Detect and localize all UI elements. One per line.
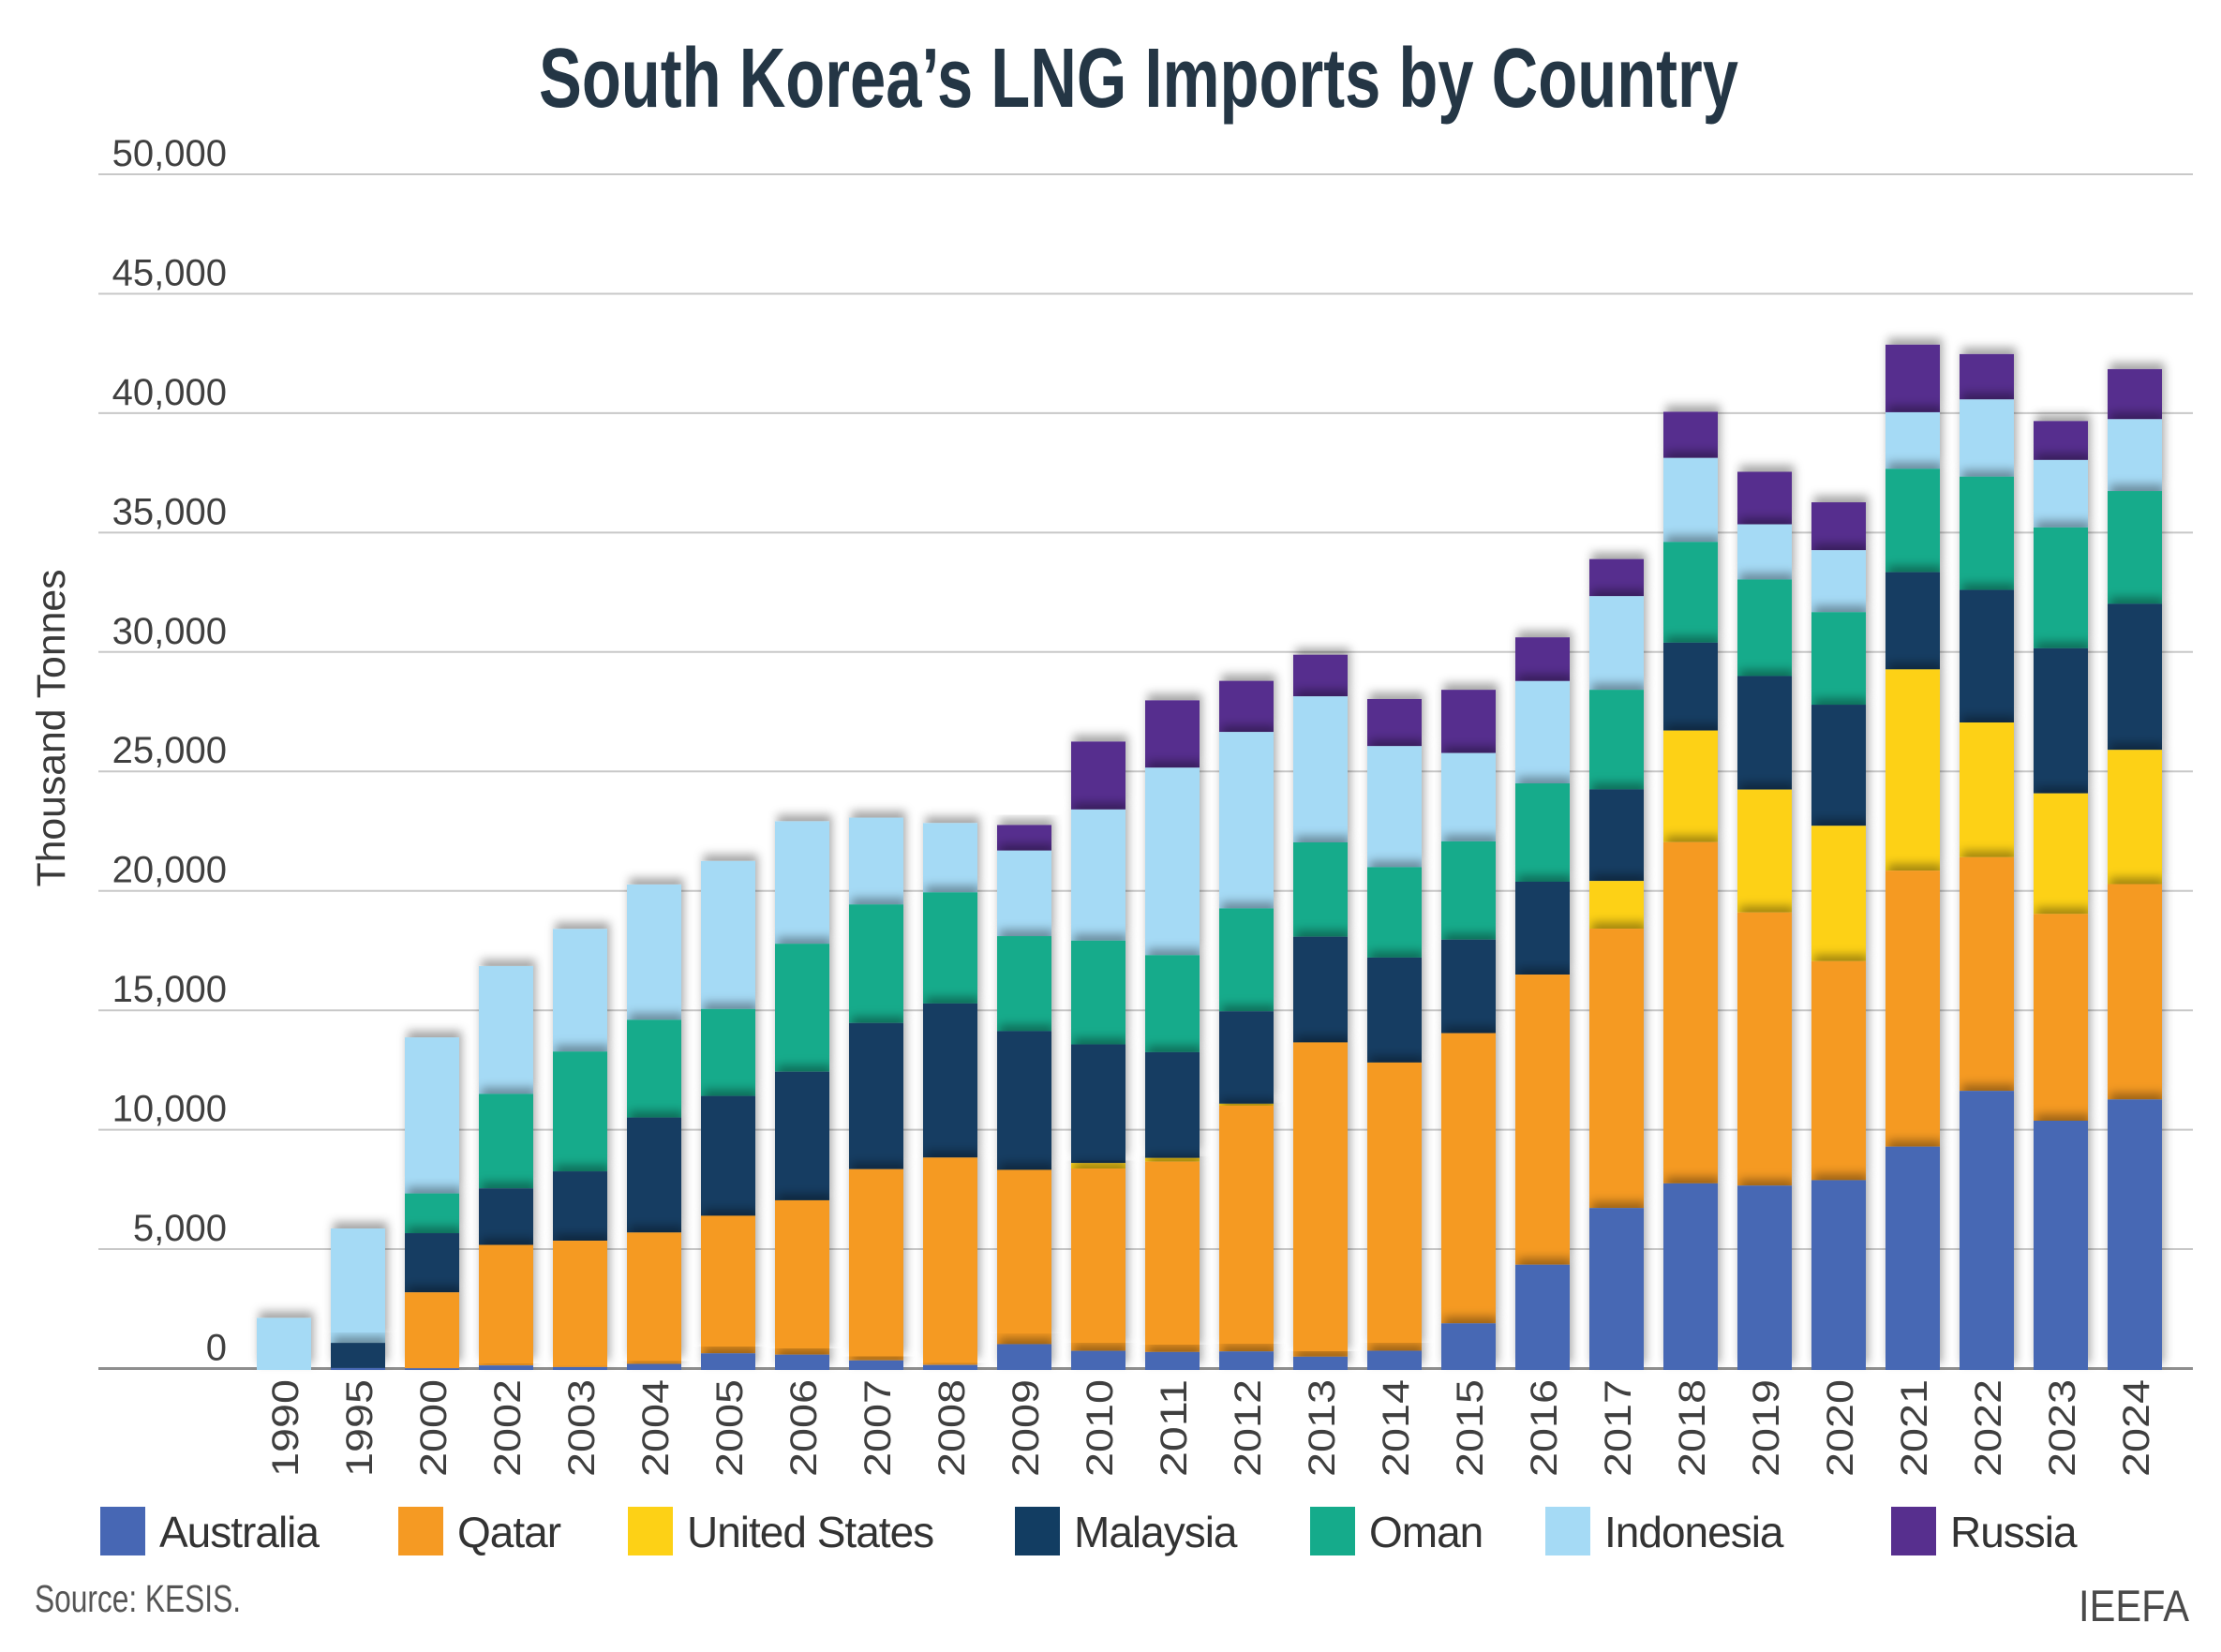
svg-text:Indonesia: Indonesia xyxy=(1604,1508,1784,1556)
svg-text:2015: 2015 xyxy=(1450,1379,1491,1477)
svg-text:2012: 2012 xyxy=(1228,1379,1269,1477)
svg-text:2009: 2009 xyxy=(1006,1379,1047,1477)
svg-text:Malaysia: Malaysia xyxy=(1074,1508,1238,1556)
svg-text:2021: 2021 xyxy=(1894,1379,1935,1477)
svg-text:1995: 1995 xyxy=(339,1379,380,1477)
svg-text:2005: 2005 xyxy=(709,1379,751,1477)
svg-text:Thousand Tonnes: Thousand Tonnes xyxy=(29,570,74,887)
svg-text:20,000: 20,000 xyxy=(112,850,227,891)
svg-text:2024: 2024 xyxy=(2116,1379,2157,1477)
svg-text:2008: 2008 xyxy=(932,1379,973,1477)
svg-text:45,000: 45,000 xyxy=(112,253,227,294)
svg-text:2006: 2006 xyxy=(783,1379,825,1477)
svg-text:30,000: 30,000 xyxy=(112,611,227,652)
svg-text:Oman: Oman xyxy=(1369,1508,1483,1556)
svg-text:40,000: 40,000 xyxy=(112,372,227,413)
svg-text:2007: 2007 xyxy=(857,1379,899,1477)
svg-text:2017: 2017 xyxy=(1598,1379,1639,1477)
svg-text:South Korea’s LNG Imports by C: South Korea’s LNG Imports by Country xyxy=(539,32,1738,126)
svg-text:2002: 2002 xyxy=(487,1379,529,1477)
svg-text:2003: 2003 xyxy=(561,1379,603,1477)
svg-text:2010: 2010 xyxy=(1080,1379,1121,1477)
svg-text:0: 0 xyxy=(206,1328,227,1369)
svg-text:Russia: Russia xyxy=(1950,1508,2078,1556)
svg-text:Australia: Australia xyxy=(159,1508,320,1556)
svg-text:35,000: 35,000 xyxy=(112,491,227,532)
svg-text:2022: 2022 xyxy=(1968,1379,2009,1477)
svg-text:United States: United States xyxy=(687,1508,933,1556)
svg-text:2013: 2013 xyxy=(1302,1379,1343,1477)
svg-text:IEEFA: IEEFA xyxy=(2079,1581,2190,1630)
svg-text:25,000: 25,000 xyxy=(112,730,227,771)
svg-text:2016: 2016 xyxy=(1524,1379,1565,1477)
svg-text:2011: 2011 xyxy=(1154,1379,1195,1477)
svg-text:15,000: 15,000 xyxy=(112,969,227,1010)
svg-text:Qatar: Qatar xyxy=(457,1508,561,1556)
svg-text:2020: 2020 xyxy=(1820,1379,1861,1477)
svg-text:2019: 2019 xyxy=(1746,1379,1787,1477)
svg-text:2023: 2023 xyxy=(2042,1379,2083,1477)
svg-text:1990: 1990 xyxy=(265,1379,306,1477)
svg-text:50,000: 50,000 xyxy=(112,133,227,174)
svg-text:2004: 2004 xyxy=(635,1379,677,1477)
svg-text:5,000: 5,000 xyxy=(133,1208,227,1249)
svg-text:2018: 2018 xyxy=(1672,1379,1713,1477)
svg-text:2000: 2000 xyxy=(413,1379,455,1477)
svg-text:Source: KESIS.: Source: KESIS. xyxy=(35,1577,241,1620)
svg-text:2014: 2014 xyxy=(1376,1379,1417,1477)
svg-text:10,000: 10,000 xyxy=(112,1089,227,1130)
